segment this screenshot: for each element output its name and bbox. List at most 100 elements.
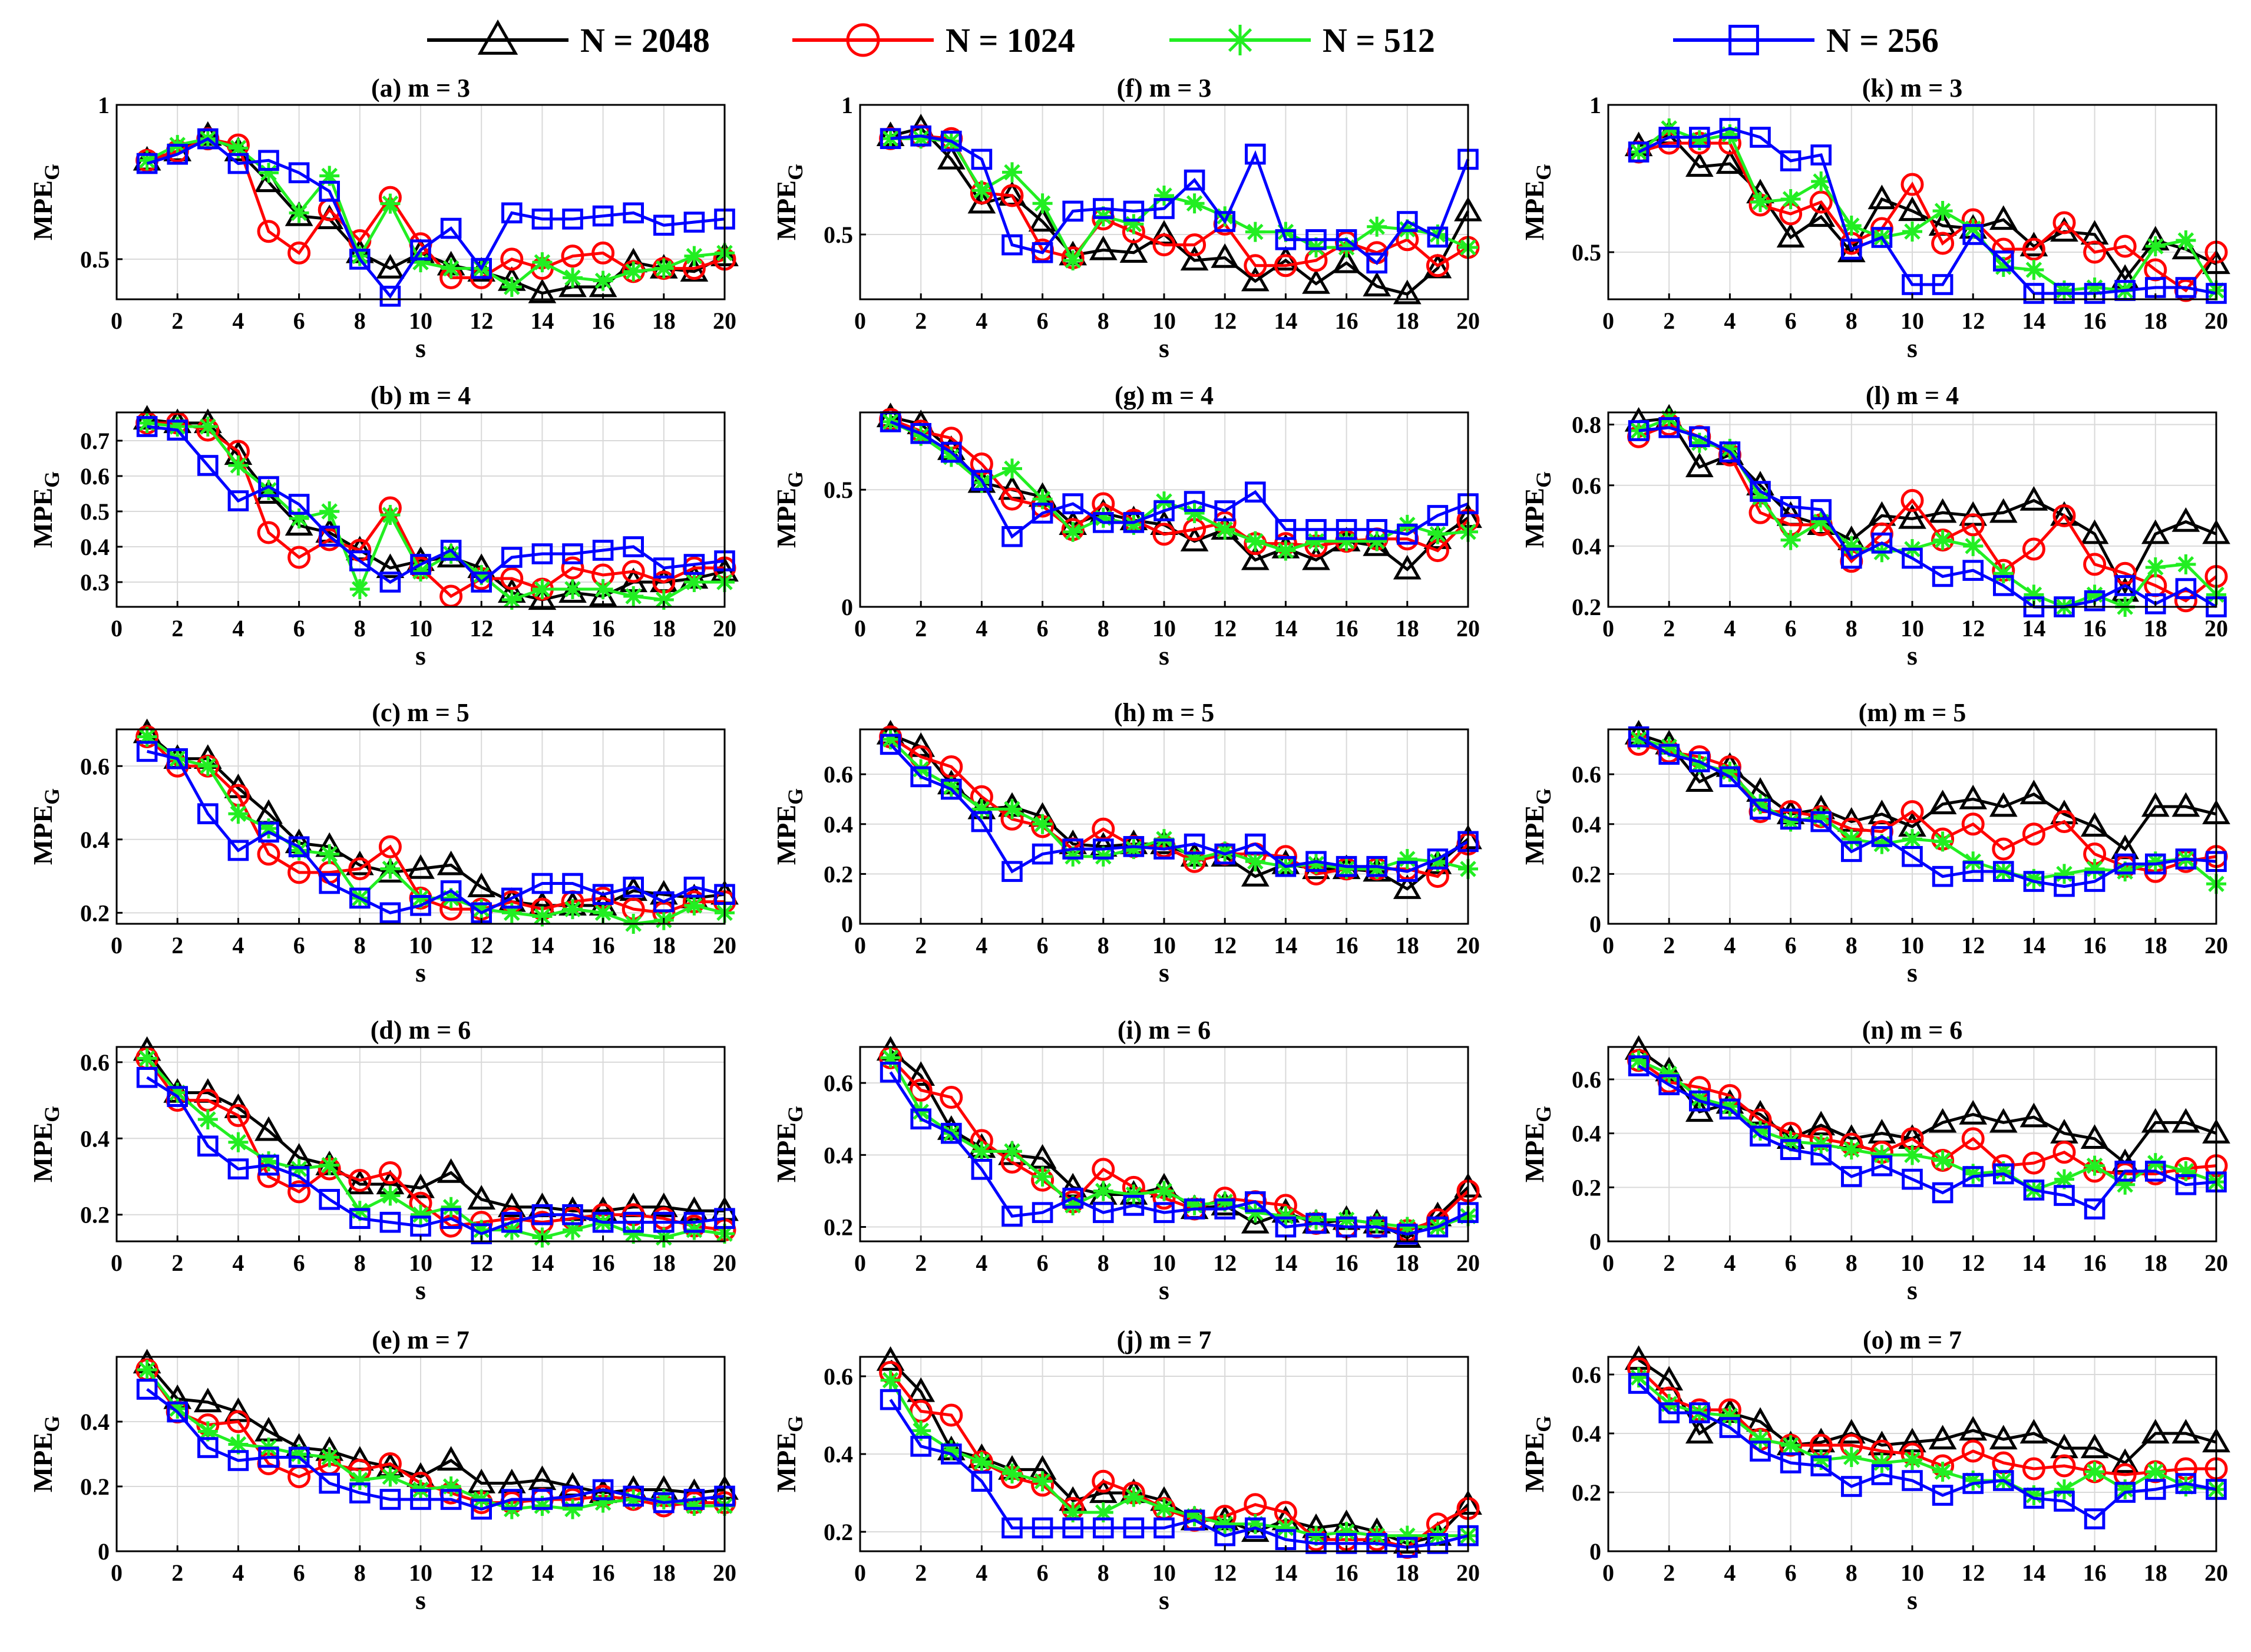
- y-tick-label: 0.2: [824, 861, 853, 887]
- x-tick-label: 2: [1663, 615, 1675, 642]
- data-point: [1932, 201, 1953, 221]
- y-tick-label: 0.6: [80, 1049, 110, 1076]
- x-tick-label: 18: [2144, 615, 2167, 642]
- x-tick-label: 10: [409, 1560, 432, 1586]
- y-tick-label: 0.6: [80, 753, 110, 779]
- data-point: [880, 729, 901, 749]
- data-point: [683, 876, 705, 898]
- y-tick-label: 0.6: [1572, 1362, 1601, 1388]
- data-point: [532, 252, 553, 273]
- x-tick-label: 20: [713, 308, 736, 334]
- data-point: [471, 1498, 492, 1520]
- data-point: [1123, 200, 1145, 222]
- data-point: [2171, 507, 2200, 532]
- data-point: [941, 778, 962, 800]
- x-tick-label: 12: [1961, 932, 1985, 959]
- data-point: [1397, 849, 1417, 869]
- data-point: [2115, 1174, 2136, 1195]
- data-point: [1628, 726, 1650, 748]
- data-point: [1719, 1098, 1741, 1120]
- chart-panel: 0 2 4 6 8 10 12 14 16 18 20 0 0.2 0.4 0.6 (n) m = 6 s MPE…: [1519, 1016, 2230, 1305]
- data-point: [319, 1472, 341, 1494]
- panel-title: (d) m = 6: [371, 1016, 471, 1045]
- data-point: [1780, 808, 1802, 830]
- y-tick-label: 0: [98, 1538, 110, 1565]
- data-point: [1658, 1074, 1680, 1095]
- y-tick-label: 0.2: [80, 900, 110, 926]
- data-point: [1902, 1168, 1923, 1190]
- data-point: [497, 1192, 526, 1217]
- data-point: [1810, 499, 1832, 520]
- data-point: [1366, 252, 1387, 274]
- data-point: [1867, 184, 1896, 210]
- data-point: [592, 1479, 614, 1501]
- data-point: [1275, 1206, 1296, 1227]
- x-tick-label: 6: [1785, 308, 1797, 334]
- data-point: [136, 741, 158, 762]
- data-point: [1811, 1134, 1832, 1154]
- series-line: [146, 1362, 725, 1495]
- data-point: [623, 876, 644, 898]
- data-point: [2175, 1174, 2197, 1195]
- data-point: [1928, 789, 1957, 815]
- x-tick-label: 16: [2083, 1560, 2107, 1586]
- data-point: [406, 854, 435, 879]
- data-point: [137, 413, 157, 433]
- data-point: [1153, 1517, 1175, 1539]
- data-point: [1032, 489, 1053, 510]
- data-point: [1063, 250, 1083, 270]
- series-group: [876, 719, 1482, 899]
- data-point: [561, 245, 584, 268]
- data-point: [2054, 864, 2074, 884]
- data-point: [2141, 792, 2170, 817]
- x-axis-label: s: [1907, 1275, 1918, 1305]
- panel-title: (i) m = 6: [1118, 1016, 1211, 1045]
- data-point: [257, 521, 280, 544]
- data-point: [880, 1389, 901, 1410]
- data-point: [1397, 523, 1418, 545]
- data-point: [1002, 162, 1022, 183]
- data-point: [1993, 575, 2014, 596]
- data-point: [1063, 846, 1083, 867]
- data-point: [1092, 1469, 1115, 1493]
- x-tick-label: 0: [1602, 308, 1614, 334]
- series-line: [1638, 127, 2217, 295]
- data-point: [1184, 491, 1205, 512]
- data-point: [500, 247, 524, 271]
- x-tick-label: 2: [1663, 1560, 1675, 1586]
- x-tick-label: 8: [1846, 932, 1857, 959]
- series-line: [147, 749, 725, 915]
- x-tick-label: 12: [1961, 308, 1985, 334]
- data-point: [1153, 1202, 1175, 1223]
- data-point: [1305, 229, 1327, 250]
- data-point: [684, 572, 705, 592]
- data-point: [1123, 514, 1144, 535]
- x-tick-label: 14: [1274, 932, 1297, 959]
- data-point: [1154, 1181, 1174, 1201]
- data-point: [910, 125, 932, 147]
- data-point: [2054, 1185, 2075, 1206]
- data-point: [1214, 500, 1235, 521]
- data-point: [2019, 779, 2048, 805]
- x-tick-label: 8: [1846, 1250, 1857, 1276]
- x-tick-label: 16: [2083, 932, 2107, 959]
- y-axis-label: MPEG: [1519, 164, 1555, 240]
- data-point: [562, 543, 583, 564]
- data-point: [137, 1360, 157, 1380]
- data-point: [379, 571, 401, 593]
- legend-marker: [1225, 25, 1255, 55]
- series-group: [133, 121, 739, 307]
- chart-panel: 0 2 4 6 8 10 12 14 16 18 20 0.2 0.4 0.6 (d) m = 6 s MPEG: [28, 1016, 739, 1305]
- series-line: [1638, 133, 2217, 282]
- x-tick-label: 6: [293, 932, 305, 959]
- y-tick-label: 0.2: [824, 1519, 853, 1545]
- data-point: [2054, 875, 2075, 897]
- x-axis-label: s: [415, 333, 426, 363]
- data-point: [563, 899, 583, 920]
- x-tick-label: 8: [1846, 308, 1857, 334]
- data-point: [1093, 198, 1114, 219]
- data-point: [1367, 1213, 1387, 1234]
- x-tick-label: 14: [2022, 1250, 2045, 1276]
- x-axis-label: s: [415, 957, 426, 987]
- series-line: [146, 137, 725, 299]
